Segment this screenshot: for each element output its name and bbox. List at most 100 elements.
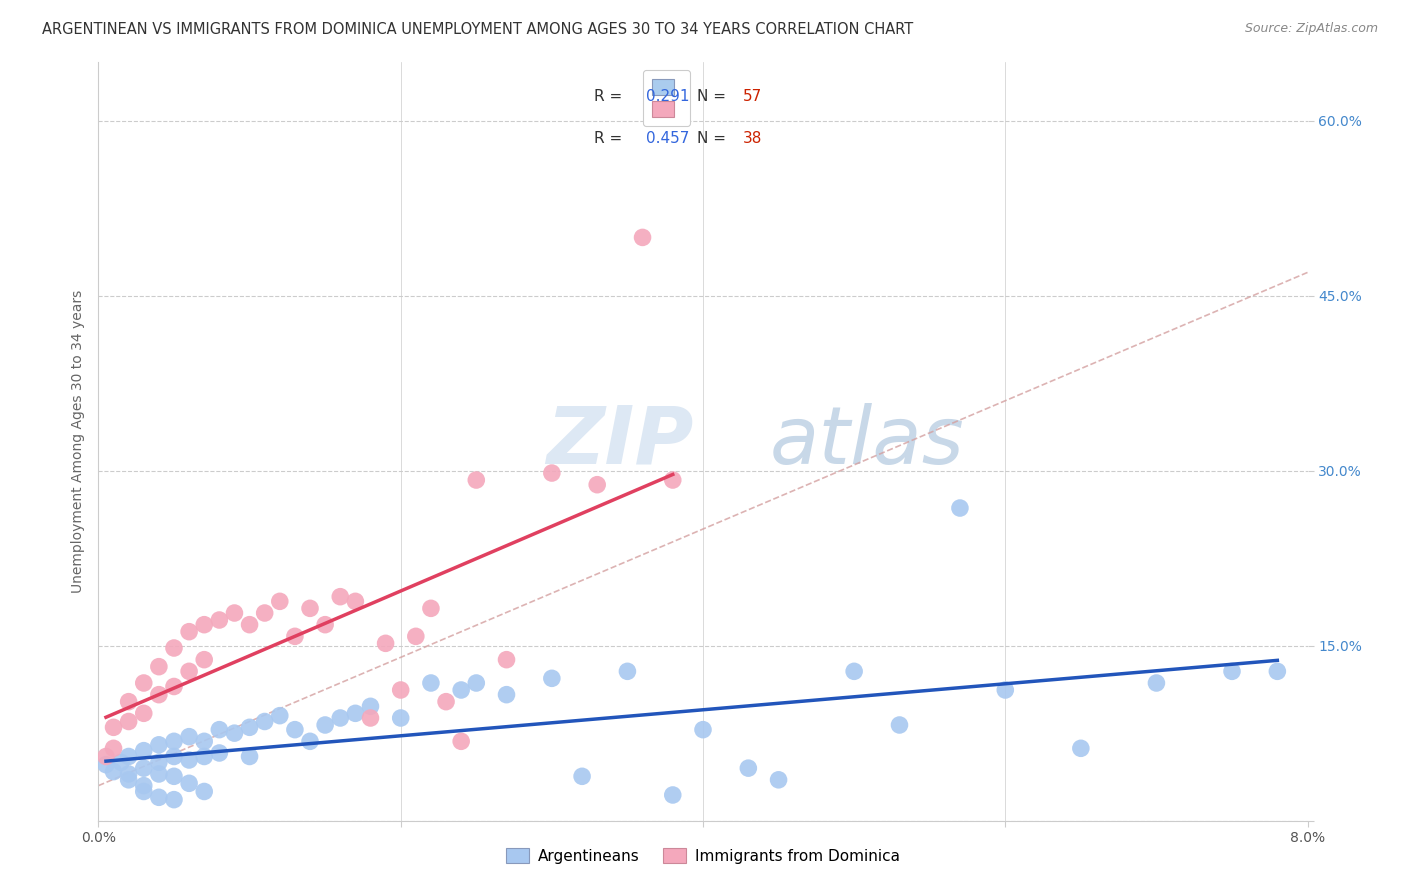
Point <box>148 659 170 673</box>
Point <box>193 784 215 798</box>
Point <box>1070 741 1092 756</box>
Point <box>103 720 125 734</box>
Text: 38: 38 <box>742 131 762 145</box>
Point <box>118 772 141 787</box>
Point <box>389 711 412 725</box>
Point <box>224 606 246 620</box>
Text: N =: N = <box>697 131 731 145</box>
Point <box>118 749 141 764</box>
Text: ARGENTINEAN VS IMMIGRANTS FROM DOMINICA UNEMPLOYMENT AMONG AGES 30 TO 34 YEARS C: ARGENTINEAN VS IMMIGRANTS FROM DOMINICA … <box>42 22 914 37</box>
Point <box>179 665 201 679</box>
Point <box>450 683 472 698</box>
Point <box>420 601 443 615</box>
Point <box>132 706 155 721</box>
Point <box>148 767 170 781</box>
Point <box>949 501 972 516</box>
Point <box>540 671 562 685</box>
Point <box>586 477 609 491</box>
Point <box>284 629 307 643</box>
Y-axis label: Unemployment Among Ages 30 to 34 years: Unemployment Among Ages 30 to 34 years <box>70 290 84 593</box>
Point <box>253 714 276 729</box>
Point <box>495 653 517 667</box>
Point <box>110 756 132 770</box>
Point <box>163 792 186 806</box>
Point <box>329 590 352 604</box>
Point <box>360 699 382 714</box>
Point <box>239 749 262 764</box>
Point <box>148 738 170 752</box>
Text: R =: R = <box>595 89 627 104</box>
Text: atlas: atlas <box>769 402 965 481</box>
Point <box>329 711 352 725</box>
Point <box>344 594 367 608</box>
Point <box>631 230 654 244</box>
Point <box>118 714 141 729</box>
Point <box>434 695 457 709</box>
Point <box>132 784 155 798</box>
Point <box>661 788 683 802</box>
Point <box>163 734 186 748</box>
Point <box>314 718 336 732</box>
Text: 0.291: 0.291 <box>647 89 690 104</box>
Point <box>163 769 186 783</box>
Point <box>465 473 488 487</box>
Point <box>269 708 291 723</box>
Point <box>253 606 276 620</box>
Point <box>94 757 117 772</box>
Point <box>844 665 866 679</box>
Point <box>284 723 307 737</box>
Point <box>163 749 186 764</box>
Point <box>148 688 170 702</box>
Point <box>193 734 215 748</box>
Point <box>571 769 593 783</box>
Text: 0.457: 0.457 <box>647 131 689 145</box>
Point <box>193 653 215 667</box>
Legend: Argentineans, Immigrants from Dominica: Argentineans, Immigrants from Dominica <box>501 842 905 870</box>
Point <box>465 676 488 690</box>
Point <box>179 776 201 790</box>
Point <box>193 617 215 632</box>
Point <box>420 676 443 690</box>
Point <box>1267 665 1289 679</box>
Point <box>118 695 141 709</box>
Point <box>179 624 201 639</box>
Point <box>360 711 382 725</box>
Point <box>103 741 125 756</box>
Point <box>616 665 638 679</box>
Point <box>208 613 231 627</box>
Point <box>692 723 714 737</box>
Point <box>314 617 336 632</box>
Point <box>768 772 790 787</box>
Point <box>1220 665 1243 679</box>
Point <box>299 734 322 748</box>
Text: R =: R = <box>595 131 627 145</box>
Point <box>374 636 396 650</box>
Point <box>405 629 427 643</box>
Point <box>450 734 472 748</box>
Point <box>994 683 1017 698</box>
Point <box>118 767 141 781</box>
Point <box>344 706 367 721</box>
Point <box>148 790 170 805</box>
Point <box>389 683 412 698</box>
Point <box>239 617 262 632</box>
Text: ZIP: ZIP <box>546 402 693 481</box>
Point <box>299 601 322 615</box>
Point <box>94 749 117 764</box>
Text: 57: 57 <box>742 89 762 104</box>
Point <box>179 730 201 744</box>
Point <box>661 473 683 487</box>
Point <box>540 466 562 480</box>
Point <box>495 688 517 702</box>
Point <box>889 718 911 732</box>
Text: Source: ZipAtlas.com: Source: ZipAtlas.com <box>1244 22 1378 36</box>
Point <box>269 594 291 608</box>
Point <box>132 744 155 758</box>
Point <box>132 676 155 690</box>
Point <box>132 761 155 775</box>
Point <box>163 640 186 655</box>
Point <box>163 680 186 694</box>
Point <box>132 779 155 793</box>
Text: N =: N = <box>697 89 731 104</box>
Point <box>208 746 231 760</box>
